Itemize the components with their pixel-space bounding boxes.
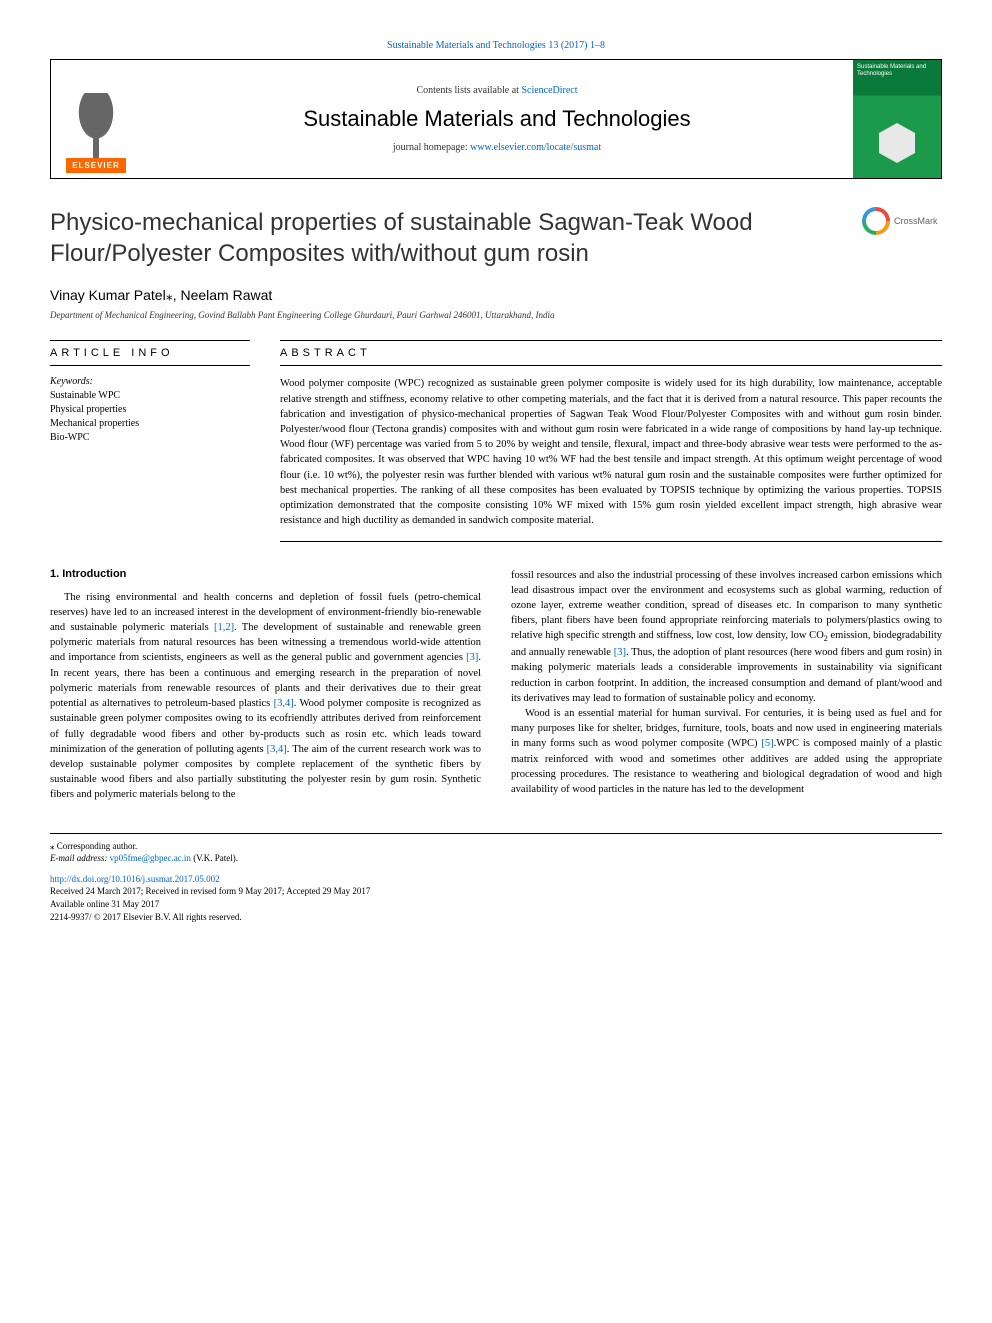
abstract: ABSTRACT Wood polymer composite (WPC) re…	[280, 340, 942, 541]
article-info-heading: ARTICLE INFO	[50, 340, 250, 366]
title-row: Physico-mechanical properties of sustain…	[50, 207, 942, 269]
section-heading: 1. Introduction	[50, 568, 481, 580]
citation-link[interactable]: [5]	[761, 738, 773, 749]
sciencedirect-link[interactable]: ScienceDirect	[521, 85, 577, 96]
article-info: ARTICLE INFO Keywords: Sustainable WPC P…	[50, 340, 250, 541]
crossmark-label: CrossMark	[894, 216, 938, 226]
citation-link[interactable]: [1,2]	[214, 622, 234, 633]
paragraph: fossil resources and also the industrial…	[511, 568, 942, 706]
elsevier-label: ELSEVIER	[66, 158, 126, 173]
contents-prefix: Contents lists available at	[416, 85, 521, 96]
abstract-heading: ABSTRACT	[280, 340, 942, 366]
authors: Vinay Kumar Patel⁎, Neelam Rawat	[50, 287, 942, 304]
article-title: Physico-mechanical properties of sustain…	[50, 207, 842, 269]
page: Sustainable Materials and Technologies 1…	[0, 0, 992, 963]
paragraph: The rising environmental and health conc…	[50, 590, 481, 803]
email-suffix: (V.K. Patel).	[191, 853, 238, 863]
citation-link[interactable]: [3]	[466, 652, 478, 663]
journal-name: Sustainable Materials and Technologies	[303, 106, 690, 132]
email-label: E-mail address:	[50, 853, 110, 863]
crossmark-badge[interactable]: CrossMark	[862, 207, 942, 235]
keyword: Sustainable WPC	[50, 389, 250, 403]
email-link[interactable]: vp05fme@gbpec.ac.in	[110, 853, 191, 863]
info-abstract-row: ARTICLE INFO Keywords: Sustainable WPC P…	[50, 340, 942, 541]
keyword: Physical properties	[50, 403, 250, 417]
contents-line: Contents lists available at ScienceDirec…	[416, 85, 577, 96]
corresponding-author: ⁎ Corresponding author.	[50, 840, 942, 853]
abstract-text: Wood polymer composite (WPC) recognized …	[280, 376, 942, 541]
homepage-prefix: journal homepage:	[393, 142, 470, 153]
email-line: E-mail address: vp05fme@gbpec.ac.in (V.K…	[50, 852, 942, 865]
journal-reference: Sustainable Materials and Technologies 1…	[50, 40, 942, 51]
header-center: Contents lists available at ScienceDirec…	[141, 60, 853, 178]
affiliation: Department of Mechanical Engineering, Go…	[50, 310, 942, 320]
body-columns: 1. Introduction The rising environmental…	[50, 568, 942, 803]
issn-line: 2214-9937/ © 2017 Elsevier B.V. All righ…	[50, 911, 942, 924]
citation-link[interactable]: [3,4]	[274, 698, 294, 709]
body-text: fossil resources and also the industrial…	[511, 568, 942, 798]
available-line: Available online 31 May 2017	[50, 898, 942, 911]
homepage-line: journal homepage: www.elsevier.com/locat…	[393, 142, 601, 153]
cover-title: Sustainable Materials and Technologies	[853, 60, 941, 82]
citation-link[interactable]: [3,4]	[267, 744, 287, 755]
keywords-label: Keywords:	[50, 376, 250, 387]
elsevier-logo-block: ELSEVIER	[51, 60, 141, 178]
doi-link[interactable]: http://dx.doi.org/10.1016/j.susmat.2017.…	[50, 873, 942, 886]
journal-cover-thumbnail: Sustainable Materials and Technologies	[853, 60, 941, 178]
keyword: Mechanical properties	[50, 417, 250, 431]
journal-header: ELSEVIER Contents lists available at Sci…	[50, 59, 942, 179]
elsevier-tree-icon	[66, 93, 126, 158]
column-right: fossil resources and also the industrial…	[511, 568, 942, 803]
body-text: The rising environmental and health conc…	[50, 590, 481, 803]
citation-link[interactable]: [3]	[614, 647, 626, 658]
column-left: 1. Introduction The rising environmental…	[50, 568, 481, 803]
homepage-link[interactable]: www.elsevier.com/locate/susmat	[470, 142, 601, 153]
crossmark-icon	[862, 207, 890, 235]
recycle-icon	[877, 123, 917, 163]
keyword: Bio-WPC	[50, 431, 250, 445]
footer: ⁎ Corresponding author. E-mail address: …	[50, 833, 942, 924]
received-line: Received 24 March 2017; Received in revi…	[50, 885, 942, 898]
paragraph: Wood is an essential material for human …	[511, 706, 942, 797]
